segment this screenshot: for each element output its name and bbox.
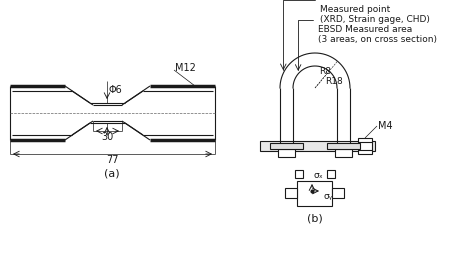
Text: M12: M12	[175, 63, 196, 73]
Text: R18: R18	[325, 78, 343, 87]
Bar	[335, 149, 352, 157]
Text: σₓ: σₓ	[314, 171, 324, 180]
Text: (b): (b)	[307, 213, 323, 224]
Bar	[285, 188, 298, 198]
Bar	[327, 170, 335, 177]
Bar	[278, 149, 295, 157]
Text: Measured point
(XRD, Strain gage, CHD): Measured point (XRD, Strain gage, CHD)	[320, 5, 430, 24]
Bar	[298, 180, 332, 206]
Bar	[260, 141, 375, 151]
Text: Φ6: Φ6	[109, 85, 123, 95]
Bar	[327, 143, 360, 149]
Text: 30: 30	[101, 132, 113, 142]
Text: R8: R8	[319, 67, 331, 76]
Bar	[295, 170, 303, 177]
Text: 77: 77	[106, 155, 118, 165]
Bar	[358, 138, 372, 154]
Bar	[270, 143, 303, 149]
Text: (a): (a)	[104, 168, 120, 178]
Text: M4: M4	[378, 121, 392, 131]
Text: EBSD Measured area
(3 areas, on cross section): EBSD Measured area (3 areas, on cross se…	[318, 25, 437, 44]
Bar	[332, 188, 345, 198]
Text: σᵧ: σᵧ	[324, 192, 333, 201]
